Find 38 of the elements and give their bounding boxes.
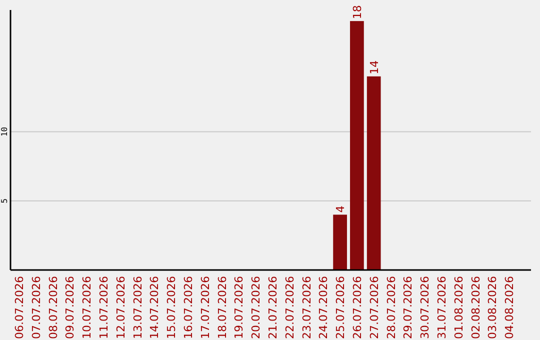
x-tick-label: 25.07.2026 bbox=[334, 276, 348, 339]
x-tick-label: 21.07.2026 bbox=[266, 276, 280, 339]
y-tick-label: 5 bbox=[0, 198, 9, 204]
x-tick-label: 29.07.2026 bbox=[402, 276, 415, 339]
x-tick-label: 18.07.2026 bbox=[216, 276, 229, 339]
bar bbox=[366, 76, 381, 270]
x-tick-label: 02.08.2026 bbox=[469, 276, 482, 339]
x-tick-label: 09.07.2026 bbox=[64, 276, 77, 339]
x-tick-label: 28.07.2026 bbox=[384, 276, 398, 339]
x-tick-label: 19.07.2026 bbox=[232, 276, 246, 339]
x-tick-label: 14.07.2026 bbox=[148, 276, 162, 339]
x-tick-label: 23.07.2026 bbox=[300, 276, 314, 339]
x-tick-label: 03.08.2026 bbox=[486, 276, 500, 339]
x-tick-label: 01.08.2026 bbox=[452, 276, 466, 339]
x-tick-label: 27.07.2026 bbox=[368, 276, 381, 339]
x-tick-label: 24.07.2026 bbox=[317, 276, 330, 339]
y-tick-label: 10 bbox=[0, 126, 9, 137]
x-tick-label: 11.07.2026 bbox=[97, 276, 110, 339]
x-tick-label: 12.07.2026 bbox=[114, 276, 128, 339]
x-tick-label: 08.07.2026 bbox=[46, 276, 60, 339]
x-tick-label: 07.07.2026 bbox=[30, 276, 43, 339]
data-label: 4 bbox=[334, 206, 348, 213]
x-tick-label: 04.08.2026 bbox=[503, 276, 516, 339]
x-tick-label: 26.07.2026 bbox=[350, 276, 364, 339]
x-tick-label: 20.07.2026 bbox=[250, 276, 263, 339]
x-tick-label: 15.07.2026 bbox=[165, 276, 178, 339]
data-label: 14 bbox=[368, 60, 381, 74]
x-tick-label: 22.07.2026 bbox=[283, 276, 296, 339]
x-tick-label: 31.07.2026 bbox=[435, 276, 448, 339]
data-label: 18 bbox=[350, 5, 364, 20]
x-tick-label: 30.07.2026 bbox=[418, 276, 432, 339]
x-tick-label: 17.07.2026 bbox=[198, 276, 212, 339]
bar bbox=[333, 214, 347, 270]
x-tick-label: 13.07.2026 bbox=[131, 276, 144, 339]
x-tick-label: 06.07.2026 bbox=[12, 276, 26, 339]
x-tick-label: 16.07.2026 bbox=[182, 276, 195, 339]
x-tick-label: 10.07.2026 bbox=[80, 276, 94, 339]
bar bbox=[350, 21, 364, 270]
